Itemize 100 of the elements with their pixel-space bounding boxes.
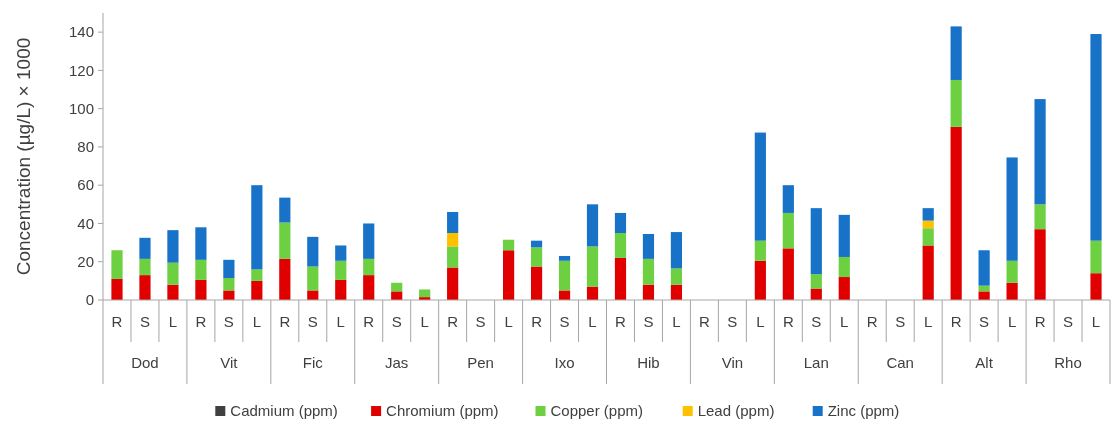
bar [1034,229,1046,300]
bar [447,267,459,300]
y-tick-label: 140 [68,23,94,41]
bar [167,284,179,300]
bar [279,222,291,259]
x-tick-label: R [782,313,794,330]
x-tick-label: S [391,313,402,330]
y-tick-label: 20 [77,252,94,270]
legend-label: Copper (ppm) [550,402,644,419]
bar [1006,157,1018,261]
bar [111,250,123,279]
bar [1006,282,1018,300]
bar [642,233,655,259]
x-tick-label: L [504,313,513,330]
bar [335,245,347,261]
bar [307,290,319,300]
bar [558,290,571,300]
bar [419,289,431,298]
bar [586,204,599,247]
text: Pen [467,354,494,371]
text: Hib [637,354,660,371]
text: Vit [220,354,239,371]
bar [447,233,459,247]
text: Vin [721,354,744,371]
x-tick-label: S [895,313,906,330]
x-tick-label: R [363,313,375,330]
y-tick-label: 40 [77,214,94,232]
bar [754,260,766,300]
bar [503,239,515,251]
bar [670,284,683,300]
bar [810,274,822,289]
x-tick-label: R [615,313,627,330]
y-tick-label: 100 [68,99,94,117]
y-tick-label: 60 [77,176,94,194]
bar [1090,34,1102,241]
bar [251,280,263,300]
text: Fic [302,354,324,371]
text: Can [886,354,914,371]
y-axis-title: Concentration (µg/L) × 1000 [13,37,34,276]
bar [754,240,766,261]
x-tick-label: R [111,313,123,330]
bar [363,223,375,259]
bar [223,259,235,278]
x-tick-label: R [279,313,291,330]
bar [363,275,375,300]
bar [614,212,627,234]
bar [950,126,962,300]
bar [642,258,655,285]
x-tick-label: R [447,313,459,330]
bar [391,282,403,292]
x-tick-label: R [1034,313,1046,330]
bar [1034,204,1046,230]
x-tick-label: S [727,313,738,330]
bar [335,260,347,280]
bar [307,266,319,291]
x-tick-label: S [643,313,654,330]
bar [111,278,123,300]
x-tick-label: L [168,313,178,330]
bar [922,245,934,300]
x-tick-label: L [924,313,933,330]
bar [139,275,151,300]
bar [1090,273,1102,300]
text: Lan [803,354,829,371]
x-tick-label: S [223,313,234,330]
x-tick-label: S [979,313,990,330]
x-tick-label: L [420,313,429,330]
x-tick-label: S [559,313,570,330]
x-tick-label: R [531,313,543,330]
bar [447,211,459,234]
bar [139,237,151,259]
x-tick-label: R [866,313,878,330]
bar [978,291,990,300]
bar [838,256,850,278]
bar [1090,240,1102,274]
bar [195,279,207,300]
bar [950,26,962,80]
bar [838,277,850,300]
bar [670,232,683,269]
bar [754,132,766,241]
text: Ixo [554,354,575,371]
x-tick-label: L [840,313,849,330]
x-tick-label: S [307,313,318,330]
bar [838,214,850,257]
x-tick-label: L [588,313,597,330]
bar [558,255,571,261]
bar [922,220,934,229]
bar [195,227,207,260]
bar [558,260,571,291]
x-tick-label: L [336,313,345,330]
text: Dod [131,354,159,371]
bar [922,228,934,246]
legend-label: Cadmium (ppm) [230,402,338,419]
bar [447,246,459,268]
bar [391,291,403,300]
bar [251,185,263,270]
x-tick-label: L [252,313,262,330]
bar [307,236,319,267]
legend-label: Chromium (ppm) [386,402,499,419]
bar [922,208,934,221]
x-tick-label: S [475,313,486,330]
